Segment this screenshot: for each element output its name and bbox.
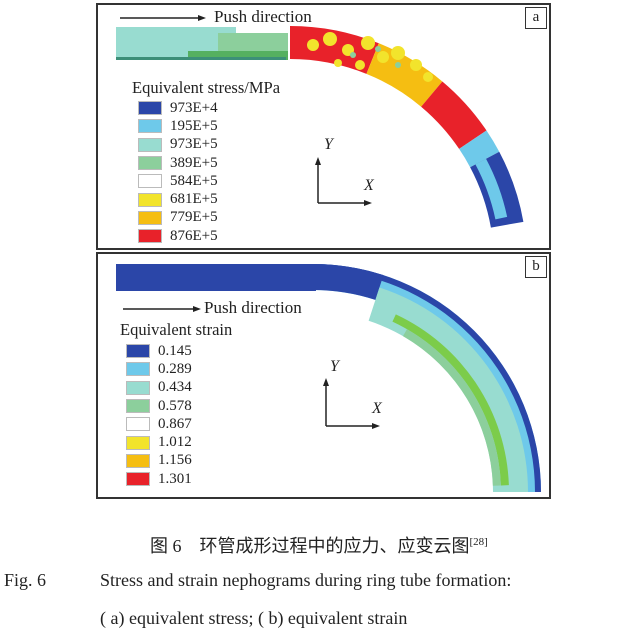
caption-chinese: 图 6 环管成形过程中的应力、应变云图[28] xyxy=(150,532,488,558)
legend-value: 0.867 xyxy=(158,415,192,432)
legend-value: 973E+4 xyxy=(170,99,218,116)
legend-item: 389E+5 xyxy=(138,154,218,172)
stress-blob xyxy=(307,39,319,51)
legend-item: 973E+5 xyxy=(138,136,218,154)
panel-b-strain: b Push direction Equivalent strain 0.145… xyxy=(96,252,551,499)
y-axis-label: Y xyxy=(324,136,333,153)
legend-swatch xyxy=(126,453,150,468)
legend-swatch xyxy=(126,399,150,414)
legend-item: 0.434 xyxy=(126,379,192,397)
tube-segment xyxy=(188,51,288,60)
legend-swatch xyxy=(126,362,150,377)
legend-swatch xyxy=(138,137,162,152)
legend-swatch xyxy=(126,417,150,432)
legend-value: 973E+5 xyxy=(170,136,218,153)
stress-legend: 973E+4 195E+5 973E+5 389E+5 584E+5 681E+5 779E… xyxy=(138,99,218,245)
panel-a-stress: a Push direction Equivalent stress/MPa 9… xyxy=(96,3,551,250)
legend-swatch xyxy=(138,210,162,225)
stress-blob xyxy=(377,51,389,63)
legend-swatch xyxy=(138,119,162,134)
legend-value: 1.012 xyxy=(158,434,192,451)
legend-item: 584E+5 xyxy=(138,172,218,190)
legend-title: Equivalent strain xyxy=(120,320,233,339)
legend-item: 681E+5 xyxy=(138,190,218,208)
legend-item: 0.145 xyxy=(126,342,192,360)
tube-segment xyxy=(459,130,500,168)
tube-segment xyxy=(290,26,379,74)
caption-ref: [28] xyxy=(469,536,488,548)
x-arrow-head xyxy=(364,200,372,206)
y-arrow-head xyxy=(315,157,321,165)
strain-legend: 0.145 0.289 0.434 0.578 0.867 1.012 1.156 1.301 xyxy=(126,342,192,488)
legend-item: 0.578 xyxy=(126,397,192,415)
stress-blob xyxy=(391,46,405,60)
caption-en-line2: ( a) equivalent stress; ( b) equivalent … xyxy=(100,608,408,628)
legend-value: 584E+5 xyxy=(170,172,218,189)
stress-blob xyxy=(410,59,422,71)
panel-label: a xyxy=(525,7,547,29)
x-axis-label: X xyxy=(364,177,374,194)
stress-blob xyxy=(334,59,342,67)
push-direction-label: Push direction xyxy=(214,7,312,26)
legend-item: 779E+5 xyxy=(138,209,218,227)
legend-value: 0.145 xyxy=(158,342,192,359)
legend-item: 1.012 xyxy=(126,433,192,451)
y-axis-label: Y xyxy=(330,358,339,375)
legend-swatch xyxy=(138,192,162,207)
legend-value: 1.301 xyxy=(158,470,192,487)
legend-value: 681E+5 xyxy=(170,191,218,208)
legend-title: Equivalent stress/MPa xyxy=(132,78,281,97)
legend-value: 779E+5 xyxy=(170,209,218,226)
tube-segment xyxy=(421,81,487,149)
legend-swatch xyxy=(138,229,162,244)
push-direction-label: Push direction xyxy=(204,298,302,317)
legend-item: 973E+4 xyxy=(138,99,218,117)
legend-value: 1.156 xyxy=(158,452,192,469)
legend-value: 0.434 xyxy=(158,379,192,396)
stress-blob xyxy=(423,72,433,82)
legend-swatch xyxy=(126,344,150,359)
legend-value: 0.289 xyxy=(158,360,192,377)
panel-label: b xyxy=(525,256,547,278)
y-arrow-head xyxy=(323,378,329,386)
legend-swatch xyxy=(126,435,150,450)
legend-item: 1.301 xyxy=(126,470,192,488)
caption-cn-text: 图 6 环管成形过程中的应力、应变云图 xyxy=(150,536,470,556)
legend-swatch xyxy=(126,380,150,395)
push-arrow-head xyxy=(193,306,201,312)
legend-item: 0.289 xyxy=(126,360,192,378)
x-arrow-head xyxy=(372,423,380,429)
legend-item: 876E+5 xyxy=(138,227,218,245)
legend-swatch xyxy=(138,156,162,171)
tube-segment xyxy=(475,158,508,220)
stress-nephogram xyxy=(116,15,524,228)
x-axis-label: X xyxy=(372,400,382,417)
stress-blob xyxy=(323,32,337,46)
tube-segment xyxy=(116,264,316,291)
legend-value: 195E+5 xyxy=(170,117,218,134)
legend-swatch xyxy=(126,472,150,487)
legend-item: 0.867 xyxy=(126,415,192,433)
tube-segment xyxy=(116,57,286,60)
strain-nephogram xyxy=(116,264,541,492)
caption-en-line1: Stress and strain nephograms during ring… xyxy=(100,570,512,590)
legend-value: 876E+5 xyxy=(170,227,218,244)
stress-blob xyxy=(361,36,375,50)
legend-item: 1.156 xyxy=(126,452,192,470)
tube-segment xyxy=(392,314,509,486)
legend-item: 195E+5 xyxy=(138,117,218,135)
push-arrow-head xyxy=(198,15,206,21)
stress-blob xyxy=(375,46,381,52)
stress-blob xyxy=(355,60,365,70)
legend-value: 0.578 xyxy=(158,397,192,414)
stress-blob xyxy=(395,62,401,68)
legend-swatch xyxy=(138,174,162,189)
legend-swatch xyxy=(138,101,162,116)
legend-value: 389E+5 xyxy=(170,154,218,171)
stress-blob xyxy=(350,52,356,58)
tube-segment xyxy=(313,264,384,300)
caption-en-label: Fig. 6 xyxy=(4,570,47,590)
